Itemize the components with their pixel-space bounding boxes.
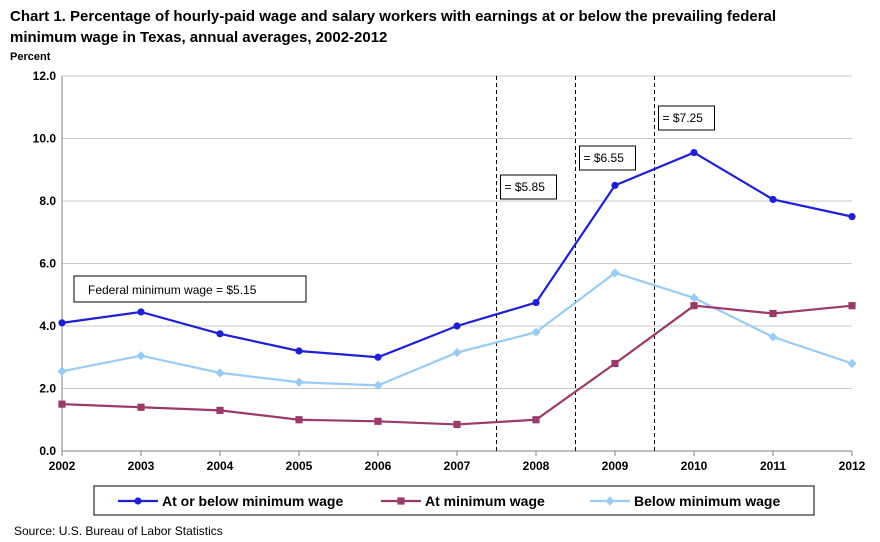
x-tick-label: 2006	[365, 459, 392, 473]
data-point-at-minimum-wage	[611, 359, 619, 368]
data-point-at-minimum-wage	[848, 302, 856, 310]
annotation-label: = $7.25	[663, 111, 704, 125]
data-point-at-or-below-minimum-wage	[374, 353, 382, 361]
data-point-at-minimum-wage	[295, 416, 303, 424]
data-point-at-or-below-minimum-wage	[611, 181, 619, 189]
x-tick-label: 2003	[128, 459, 155, 473]
y-tick-label: 8.0	[39, 194, 56, 208]
data-point-at-minimum-wage	[58, 400, 66, 408]
x-tick-label: 2010	[681, 459, 708, 473]
data-point-below-minimum-wage	[373, 380, 383, 390]
data-point-below-minimum-wage	[136, 351, 146, 361]
data-point-below-minimum-wage	[294, 377, 304, 387]
x-tick-label: 2005	[286, 459, 313, 473]
data-point-at-or-below-minimum-wage	[532, 298, 540, 307]
annotation-box	[579, 145, 636, 171]
data-point-at-or-below-minimum-wage	[216, 330, 224, 338]
data-point-below-minimum-wage	[689, 293, 699, 303]
data-point-at-or-below-minimum-wage	[848, 213, 856, 221]
annotation-box	[73, 275, 307, 303]
data-point-at-minimum-wage	[374, 417, 382, 425]
data-point-below-minimum-wage	[452, 347, 462, 358]
y-tick-label: 6.0	[39, 257, 56, 271]
data-point-at-minimum-wage	[137, 403, 145, 411]
source-note: Source: U.S. Bureau of Labor Statistics	[14, 524, 223, 538]
x-tick-label: 2002	[49, 459, 76, 473]
annotation-label: Federal minimum wage = $5.15	[88, 283, 257, 297]
y-axis-label: Percent	[10, 51, 51, 63]
data-point-at-or-below-minimum-wage	[453, 322, 461, 330]
x-tick-label: 2012	[839, 459, 866, 473]
data-point-at-or-below-minimum-wage	[137, 308, 145, 316]
annotation-box	[500, 174, 557, 200]
data-point-below-minimum-wage	[847, 358, 857, 369]
data-point-at-minimum-wage	[453, 420, 461, 429]
data-point-below-minimum-wage	[57, 366, 67, 376]
data-point-at-or-below-minimum-wage	[690, 148, 698, 157]
legend-swatch-marker	[605, 496, 615, 506]
x-tick-label: 2004	[207, 459, 234, 473]
x-tick-label: 2008	[523, 459, 550, 473]
legend: At or below minimum wage At minimum wage B…	[93, 485, 815, 516]
data-point-at-or-below-minimum-wage	[295, 347, 303, 355]
legend-label: At minimum wage	[425, 493, 545, 509]
data-point-at-minimum-wage	[532, 416, 540, 424]
data-point-at-minimum-wage	[769, 309, 777, 318]
annotation-label: = $6.55	[584, 151, 625, 165]
legend-label: At or below minimum wage	[162, 493, 343, 509]
chart-title-line1: Chart 1. Percentage of hourly-paid wage …	[10, 8, 777, 25]
data-point-below-minimum-wage	[610, 268, 620, 278]
data-point-at-or-below-minimum-wage	[58, 319, 66, 327]
x-tick-label: 2007	[444, 459, 471, 473]
x-tick-label: 2009	[602, 459, 629, 473]
y-tick-label: 2.0	[39, 382, 56, 396]
chart-title: Chart 1. Percentage of hourly-paid wage …	[10, 6, 870, 48]
y-tick-label: 10.0	[33, 132, 57, 146]
data-point-below-minimum-wage	[768, 332, 778, 342]
x-tick-label: 2011	[760, 459, 786, 473]
data-point-below-minimum-wage	[531, 327, 541, 337]
data-point-at-or-below-minimum-wage	[769, 195, 777, 204]
chart-title-line2: minimum wage in Texas, annual averages, …	[10, 29, 388, 46]
legend-label: Below minimum wage	[634, 493, 780, 509]
data-point-at-minimum-wage	[690, 302, 698, 310]
y-tick-label: 12.0	[33, 69, 57, 83]
legend-swatch-marker	[134, 497, 142, 505]
y-tick-label: 0.0	[39, 444, 56, 458]
y-tick-label: 4.0	[39, 319, 56, 333]
annotation-label: = $5.85	[505, 180, 546, 194]
legend-swatch-marker	[397, 497, 405, 505]
legend-box	[93, 485, 815, 516]
annotation-box	[658, 105, 715, 131]
data-point-below-minimum-wage	[215, 368, 225, 378]
data-point-at-minimum-wage	[216, 406, 224, 414]
